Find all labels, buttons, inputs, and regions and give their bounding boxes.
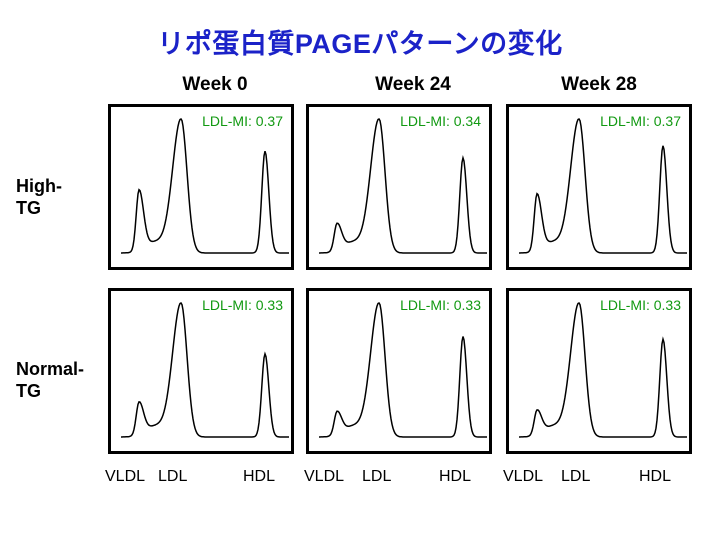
x-label-hdl: HDL: [243, 468, 276, 485]
panel-normal-tg-week-28: LDL-MI: 0.33: [506, 288, 692, 454]
panel-high-tg-week-28: LDL-MI: 0.37: [506, 104, 692, 270]
densitometry-curve: [319, 118, 487, 254]
column-header-week-0: Week 0: [182, 74, 248, 95]
densitometry-curve: [519, 302, 687, 438]
ldl-mi-label: LDL-MI: 0.33: [202, 297, 283, 313]
densitometry-curve: [121, 302, 289, 438]
x-label-ldl: LDL: [362, 468, 392, 485]
slide-title: リポ蛋白質PAGEパターンの変化: [157, 29, 563, 59]
column-header-week-28: Week 28: [561, 74, 637, 95]
densitometry-curve: [121, 118, 289, 254]
panel-high-tg-week-24: LDL-MI: 0.34: [306, 104, 492, 270]
ldl-mi-label: LDL-MI: 0.37: [202, 113, 283, 129]
row-label-line2: TG: [16, 381, 41, 401]
row-label-normal-tg: Normal- TG: [16, 358, 84, 402]
x-label-hdl: HDL: [439, 468, 472, 485]
x-label-vldl: VLDL: [105, 468, 146, 485]
densitometry-curve: [319, 302, 487, 438]
panel-normal-tg-week-0: LDL-MI: 0.33: [108, 288, 294, 454]
densitometry-plot: [121, 118, 289, 254]
densitometry-plot: [519, 302, 687, 438]
column-header-week-24: Week 24: [375, 74, 451, 95]
ldl-mi-label: LDL-MI: 0.37: [600, 113, 681, 129]
row-label-line1: Normal-: [16, 359, 85, 379]
row-label-line1: High-: [16, 176, 62, 196]
densitometry-curve: [519, 118, 687, 254]
panel-high-tg-week-0: LDL-MI: 0.37: [108, 104, 294, 270]
row-label-line2: TG: [16, 198, 41, 218]
ldl-mi-label: LDL-MI: 0.34: [400, 113, 481, 129]
densitometry-plot: [121, 302, 289, 438]
densitometry-plot: [319, 302, 487, 438]
panel-normal-tg-week-24: LDL-MI: 0.33: [306, 288, 492, 454]
row-label-high-tg: High- TG: [16, 175, 62, 219]
x-label-vldl: VLDL: [304, 468, 345, 485]
x-label-vldl: VLDL: [503, 468, 544, 485]
x-label-ldl: LDL: [158, 468, 188, 485]
ldl-mi-label: LDL-MI: 0.33: [600, 297, 681, 313]
ldl-mi-label: LDL-MI: 0.33: [400, 297, 481, 313]
x-label-hdl: HDL: [639, 468, 672, 485]
densitometry-plot: [319, 118, 487, 254]
densitometry-plot: [519, 118, 687, 254]
x-label-ldl: LDL: [561, 468, 591, 485]
